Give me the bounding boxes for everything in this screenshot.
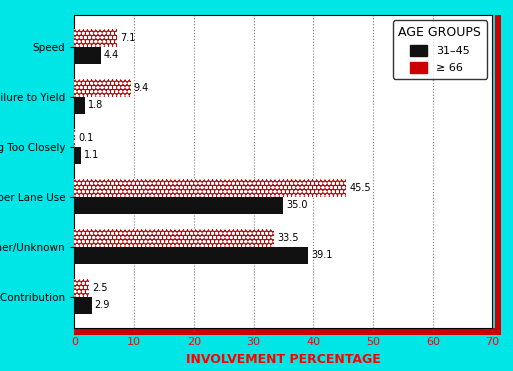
Text: 45.5: 45.5 [349, 183, 371, 193]
Bar [74, 229, 274, 247]
Bar [74, 129, 75, 147]
Bar [74, 296, 92, 314]
Bar [74, 279, 89, 296]
Text: 2.9: 2.9 [95, 301, 110, 310]
Text: 33.5: 33.5 [278, 233, 299, 243]
Bar [74, 279, 89, 296]
X-axis label: INVOLVEMENT PERCENTAGE: INVOLVEMENT PERCENTAGE [186, 353, 381, 366]
Bar [74, 47, 101, 64]
Text: 35.0: 35.0 [286, 200, 308, 210]
Text: 7.1: 7.1 [120, 33, 135, 43]
Legend: 31–45, ≥ 66: 31–45, ≥ 66 [393, 20, 487, 79]
Bar [74, 247, 308, 264]
Bar [74, 96, 85, 114]
Bar [74, 197, 283, 214]
Text: 39.1: 39.1 [311, 250, 332, 260]
Text: 1.1: 1.1 [84, 150, 99, 160]
Bar [74, 129, 75, 147]
Text: 4.4: 4.4 [104, 50, 119, 60]
Text: 9.4: 9.4 [133, 83, 149, 93]
Bar [74, 29, 117, 47]
Bar [74, 29, 117, 47]
Bar [74, 229, 274, 247]
Bar [74, 79, 130, 96]
Text: 0.1: 0.1 [78, 133, 93, 143]
Text: 1.8: 1.8 [88, 100, 104, 110]
Text: 2.5: 2.5 [92, 283, 108, 293]
Bar [74, 179, 346, 197]
Bar [74, 147, 81, 164]
Bar [74, 79, 130, 96]
Bar [74, 179, 346, 197]
